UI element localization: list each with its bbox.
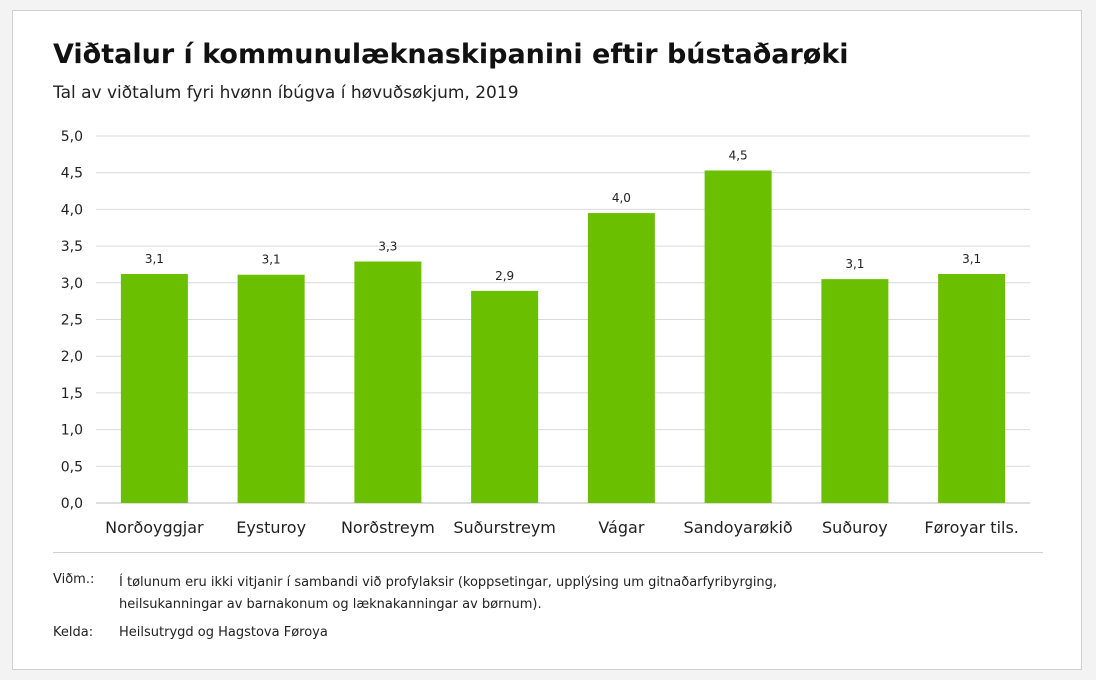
y-tick-label: 4,0 [61, 202, 83, 218]
bar [704, 170, 772, 504]
bar [120, 273, 188, 503]
chart-title: Viðtalur í kommunulæknaskipanini eftir b… [53, 39, 849, 70]
bar-value-label: 4,5 [729, 148, 748, 162]
note-text: Í tølunum eru ikki vitjanir í sambandi v… [119, 575, 778, 612]
y-tick-label: 5,0 [61, 129, 83, 145]
chart-subtitle: Tal av viðtalum fyri hvønn íbúgva í høvu… [53, 83, 519, 103]
x-tick-label: Sandoyarøkið [684, 518, 793, 537]
bar-value-label: 2,9 [495, 269, 514, 283]
bar-value-label: 3,3 [378, 240, 397, 254]
x-tick-label: Norðstreym [341, 518, 435, 537]
bars [120, 170, 1006, 504]
y-tick-label: 4,5 [61, 166, 83, 182]
y-tick-label: 2,0 [61, 349, 83, 365]
chart-card: Viðtalur í kommunulæknaskipanini eftir b… [12, 10, 1082, 670]
y-axis-ticks: 0,0 0,5 1,0 1,5 2,0 2,5 3,0 3,5 4,0 4,5 5,0 [61, 129, 83, 512]
x-tick-label: Suðurstreym [453, 518, 556, 537]
bar-value-label: 3,1 [845, 257, 864, 271]
footer-divider [53, 552, 1043, 553]
bar-value-label: 3,1 [962, 252, 981, 266]
bar-value-label: 3,1 [145, 252, 164, 266]
x-tick-label: Vágar [598, 518, 644, 537]
x-tick-label: Eysturoy [236, 518, 306, 537]
bar [821, 279, 889, 503]
x-tick-label: Suðuroy [822, 518, 888, 537]
y-tick-label: 0,5 [61, 459, 83, 475]
source-text: Heilsutrygd og Hagstova Føroya [119, 625, 328, 640]
bar-chart: 0,00,51,01,52,02,53,03,54,04,55,0 3,1 3,1… [61, 129, 1030, 537]
bar [237, 274, 305, 503]
bar [354, 261, 422, 503]
y-tick-label: 2,5 [61, 313, 83, 329]
grid-layer [96, 135, 1030, 504]
y-tick-label: 1,5 [61, 386, 83, 402]
data-labels: 3,1 3,1 3,3 2,9 4,0 4,5 3,1 3,1 [145, 148, 981, 282]
bar [938, 273, 1006, 503]
x-tick-label: Føroyar tils. [924, 518, 1019, 537]
bar-value-label: 3,1 [262, 253, 281, 267]
y-tick-label: 3,5 [61, 239, 83, 255]
x-tick-label: Norðoyggjar [105, 518, 204, 537]
bar [587, 213, 655, 503]
source-label: Kelda: [53, 625, 94, 640]
bar [471, 290, 539, 503]
x-axis-ticks: Norðoyggjar Eysturoy Norðstreym Suðurstreym… [105, 518, 1019, 537]
y-tick-label: 3,0 [61, 276, 83, 292]
y-tick-label: 0,0 [61, 496, 83, 512]
bar-value-label: 4,0 [612, 191, 631, 205]
y-tick-label: 1,0 [61, 423, 83, 439]
note-label: Viðm.: [53, 572, 95, 587]
